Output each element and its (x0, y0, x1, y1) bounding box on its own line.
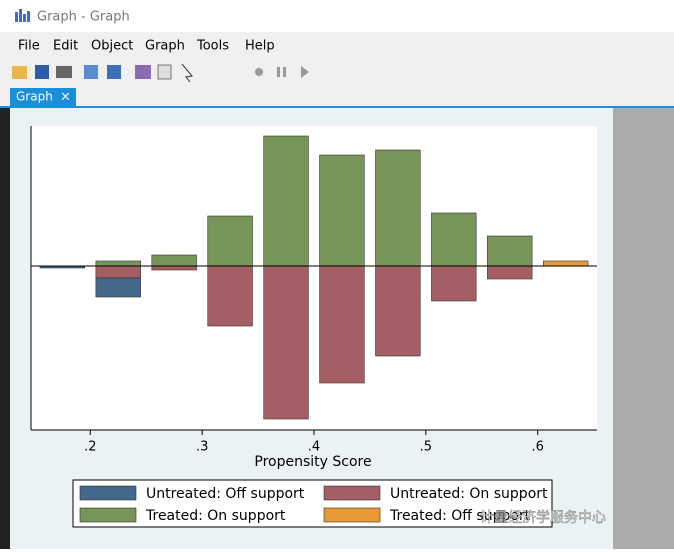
legend-label: Untreated: Off support (146, 486, 305, 502)
left-strip (0, 108, 10, 549)
legend-swatch (79, 507, 137, 523)
tab-strip (0, 88, 674, 106)
x-tick-label: .5 (420, 440, 432, 455)
bar (263, 265, 309, 420)
tab[interactable] (10, 88, 76, 106)
legend-label: Treated: On support (145, 508, 286, 524)
print-icon[interactable] (56, 66, 72, 78)
bar (487, 265, 533, 280)
legend-swatch (323, 485, 381, 501)
bar (543, 260, 589, 267)
pause-icon[interactable] (283, 67, 286, 77)
bar (375, 149, 421, 267)
x-tick-label: .3 (196, 440, 208, 455)
tab-underline (0, 106, 674, 108)
gray-area (613, 108, 674, 549)
bars (39, 135, 589, 420)
menu-item[interactable]: File (18, 39, 40, 54)
legend-label: Untreated: On support (390, 486, 548, 502)
copy-icon[interactable] (84, 65, 98, 79)
tab-close[interactable]: × (60, 90, 71, 105)
menu-item[interactable]: Object (91, 39, 133, 54)
bar (207, 215, 253, 267)
tab-label: Graph (16, 90, 53, 104)
legend (72, 479, 553, 528)
save-icon[interactable] (35, 65, 49, 79)
x-tick-label: .4 (308, 440, 320, 455)
open-icon[interactable] (12, 66, 27, 79)
bar (263, 135, 309, 267)
bar (95, 277, 141, 298)
app-icon (15, 9, 30, 22)
x-tick-label: .6 (532, 440, 544, 455)
bar (95, 265, 141, 279)
menu-bar: File Edit Object Graph Tools Help (18, 39, 275, 54)
bar (487, 235, 533, 267)
pointer-icon[interactable] (181, 63, 193, 83)
copy-graph-icon[interactable] (107, 65, 121, 79)
bar (95, 260, 141, 267)
bar (319, 154, 365, 267)
bar (375, 265, 421, 357)
bar (151, 254, 197, 267)
legend-swatch (79, 485, 137, 501)
rename-icon[interactable] (157, 64, 172, 80)
bar (207, 265, 253, 327)
x-tick-label: .2 (84, 440, 96, 455)
record-icon[interactable] (255, 68, 263, 76)
legend-label: Treated: Off support (389, 508, 531, 524)
editor-icon[interactable] (135, 65, 151, 79)
window-title: Graph - Graph (37, 10, 130, 25)
toolbar (12, 63, 309, 83)
menu-item[interactable]: Graph (145, 39, 185, 54)
menu-item[interactable]: Edit (53, 39, 78, 54)
title-bar (0, 0, 674, 32)
bar (431, 212, 477, 267)
play-icon[interactable] (301, 66, 309, 78)
legend-swatch (323, 507, 381, 523)
bar (431, 265, 477, 302)
menu-item[interactable]: Tools (196, 39, 229, 54)
x-axis-label: Propensity Score (254, 454, 371, 470)
bar (151, 265, 197, 271)
bar (319, 265, 365, 384)
menu-item[interactable]: Help (245, 39, 275, 54)
watermark: 计量经济学服务中心 (480, 510, 606, 526)
legend-items: Untreated: Off support Untreated: On supp… (79, 485, 548, 524)
